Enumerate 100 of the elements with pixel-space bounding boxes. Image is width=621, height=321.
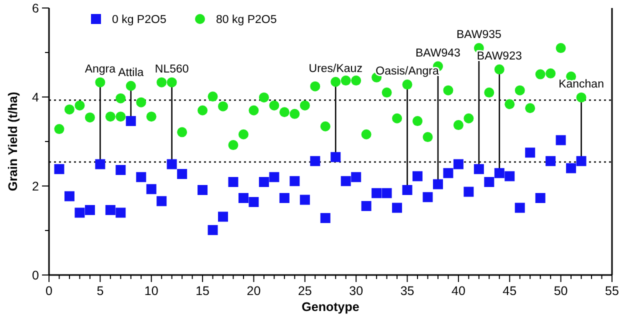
point — [228, 140, 238, 150]
point — [136, 97, 146, 108]
point — [116, 93, 126, 104]
point — [351, 172, 362, 182]
point — [95, 77, 106, 88]
x-tick-label: 55 — [605, 284, 619, 298]
x-tick-label: 30 — [349, 284, 364, 298]
x-tick-label: 0 — [46, 284, 53, 298]
point — [340, 76, 351, 86]
point — [546, 156, 556, 166]
point — [412, 116, 423, 126]
point — [156, 77, 167, 88]
annotation: Angra — [84, 63, 116, 76]
point — [372, 188, 382, 198]
point — [269, 100, 280, 110]
point — [238, 193, 248, 204]
x-tick-label: 15 — [196, 284, 210, 298]
x-tick-label: 20 — [246, 284, 261, 298]
point — [494, 64, 504, 74]
legend-label: 80 kg P2O5 — [216, 14, 277, 26]
point — [402, 80, 412, 90]
point — [300, 194, 310, 205]
point — [556, 43, 566, 54]
point — [402, 185, 412, 196]
point — [84, 112, 95, 122]
point — [484, 88, 494, 98]
y-tick-label: 0 — [32, 268, 40, 282]
point — [361, 129, 372, 140]
annotation: NL560 — [154, 63, 189, 76]
point — [116, 164, 126, 175]
point — [177, 168, 188, 179]
point — [361, 201, 372, 212]
point — [453, 159, 464, 170]
point — [248, 197, 259, 208]
point — [279, 193, 290, 204]
point — [504, 171, 515, 182]
point — [320, 213, 330, 224]
point — [576, 92, 586, 102]
point — [310, 81, 320, 92]
point — [453, 120, 464, 130]
point — [576, 156, 586, 166]
x-tick-label: 45 — [502, 284, 517, 298]
point — [54, 164, 64, 174]
point — [525, 148, 536, 158]
point — [208, 92, 218, 102]
point — [290, 108, 300, 119]
point — [74, 100, 85, 110]
point — [74, 208, 85, 218]
point — [136, 172, 146, 182]
point — [422, 192, 433, 202]
point — [535, 193, 546, 204]
point — [279, 107, 290, 118]
point — [166, 159, 177, 170]
point — [64, 191, 74, 202]
point — [443, 168, 454, 178]
point — [546, 68, 556, 78]
point — [422, 132, 433, 142]
annotation: BAW943 — [415, 47, 460, 60]
point — [464, 113, 474, 124]
point — [514, 85, 525, 96]
point — [248, 105, 259, 116]
x-tick-label: 40 — [452, 284, 466, 298]
annotation: Attila — [118, 66, 144, 79]
point — [64, 104, 74, 114]
point — [105, 112, 116, 122]
point — [514, 202, 525, 213]
point — [464, 186, 474, 197]
point — [126, 116, 136, 126]
point — [474, 164, 484, 174]
annotation: Ures/Kauz — [308, 62, 363, 75]
point — [432, 179, 443, 190]
y-tick-label: 2 — [32, 180, 40, 194]
point — [146, 112, 156, 122]
point — [54, 124, 64, 134]
point — [126, 80, 136, 91]
point — [392, 202, 402, 213]
point — [535, 69, 546, 80]
point — [320, 121, 330, 132]
point — [484, 176, 494, 187]
x-tick-label: 50 — [554, 284, 568, 298]
point — [300, 100, 310, 110]
point — [494, 168, 504, 178]
x-tick-label: 5 — [96, 284, 104, 298]
annotation: Kanchan — [558, 78, 604, 90]
point — [382, 188, 392, 198]
point — [566, 163, 576, 174]
point — [105, 205, 116, 216]
x-tick-label: 25 — [298, 284, 312, 298]
point — [198, 105, 208, 116]
annotation: BAW935 — [456, 29, 502, 42]
point — [269, 172, 280, 182]
point — [156, 196, 167, 206]
point — [351, 76, 362, 86]
point — [177, 127, 188, 138]
point — [290, 176, 300, 186]
point — [198, 185, 208, 196]
point — [504, 99, 515, 110]
point — [218, 212, 228, 222]
x-axis-title: Genotype — [302, 300, 360, 314]
point — [412, 171, 423, 182]
